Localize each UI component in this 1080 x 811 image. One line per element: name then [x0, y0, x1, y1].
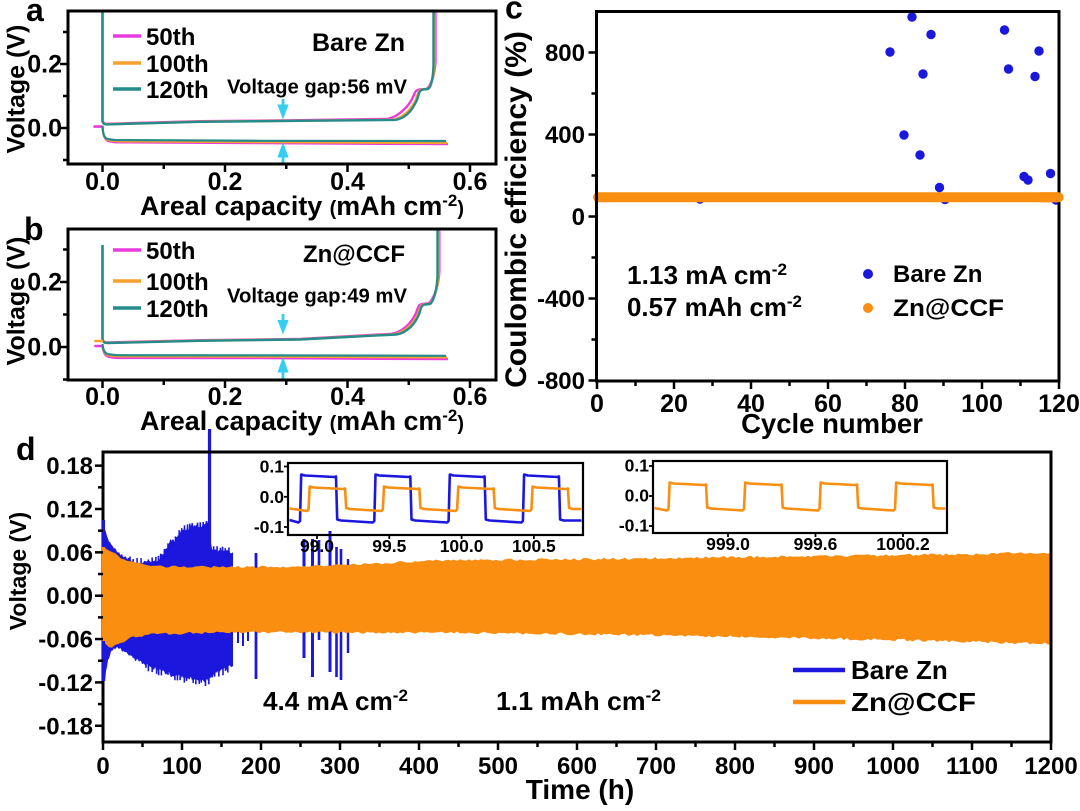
svg-text:120: 120: [1038, 390, 1080, 418]
svg-text:99.0: 99.0: [300, 536, 334, 556]
svg-text:100.5: 100.5: [512, 536, 556, 556]
svg-text:40: 40: [737, 390, 765, 418]
svg-text:1200: 1200: [1024, 753, 1077, 780]
svg-text:100th: 100th: [146, 269, 209, 296]
svg-text:Zn@CCF: Zn@CCF: [893, 295, 1004, 322]
svg-text:0.2: 0.2: [208, 168, 243, 196]
svg-text:100th: 100th: [146, 51, 209, 78]
svg-text:0.0: 0.0: [27, 334, 62, 362]
svg-text:0: 0: [572, 204, 585, 231]
svg-text:4.4 mA cm-2: 4.4 mA cm-2: [263, 686, 408, 716]
svg-text:0.6: 0.6: [453, 168, 488, 196]
svg-text:800: 800: [545, 40, 585, 67]
svg-text:0.4: 0.4: [330, 383, 365, 411]
svg-text:0.6: 0.6: [453, 383, 488, 411]
svg-text:400: 400: [545, 122, 585, 149]
svg-text:Areal capacity (mAh cm-2): Areal capacity (mAh cm-2): [140, 406, 464, 436]
svg-text:400: 400: [399, 753, 439, 780]
svg-text:-0.1: -0.1: [619, 516, 649, 536]
svg-text:a: a: [26, 0, 44, 28]
svg-text:Coulombic efficiency (%): Coulombic efficiency (%): [500, 31, 533, 388]
svg-text:-800: -800: [537, 368, 585, 395]
svg-text:0.12: 0.12: [46, 497, 93, 524]
svg-text:200: 200: [241, 753, 281, 780]
svg-text:600: 600: [557, 753, 597, 780]
svg-text:1.13 mA cm-2: 1.13 mA cm-2: [627, 260, 787, 290]
svg-text:0.06: 0.06: [46, 540, 93, 567]
svg-text:Time (h): Time (h): [526, 774, 634, 805]
svg-text:0.0: 0.0: [27, 115, 62, 143]
svg-text:Voltage (V): Voltage (V): [5, 512, 31, 630]
svg-text:0.1: 0.1: [625, 456, 650, 476]
svg-text:0.0: 0.0: [85, 168, 120, 196]
svg-text:-0.06: -0.06: [38, 627, 93, 654]
svg-text:300: 300: [320, 753, 360, 780]
svg-text:1000: 1000: [866, 753, 919, 780]
svg-text:60: 60: [814, 390, 842, 418]
svg-text:Bare Zn: Bare Zn: [312, 29, 405, 57]
svg-text:-0.18: -0.18: [38, 713, 93, 740]
svg-text:-0.12: -0.12: [38, 670, 93, 697]
svg-text:b: b: [24, 211, 44, 247]
svg-text:100: 100: [961, 390, 1003, 418]
svg-text:800: 800: [715, 753, 755, 780]
svg-text:1.1 mAh cm-2: 1.1 mAh cm -2: [496, 686, 661, 716]
svg-text:0.4: 0.4: [330, 168, 365, 196]
svg-text:0.00: 0.00: [46, 583, 93, 610]
svg-text:0: 0: [96, 753, 109, 780]
svg-text:700: 700: [636, 753, 676, 780]
svg-text:d: d: [16, 431, 36, 467]
svg-text:Cycle number: Cycle number: [741, 408, 923, 439]
svg-text:80: 80: [891, 390, 919, 418]
svg-text:999.6: 999.6: [794, 534, 838, 554]
svg-text:100.0: 100.0: [440, 536, 484, 556]
svg-text:Zn@CCF: Zn@CCF: [303, 241, 405, 268]
svg-text:0.0: 0.0: [85, 383, 120, 411]
svg-text:Voltage gap:49 mV: Voltage gap:49 mV: [227, 285, 407, 308]
svg-text:0.1: 0.1: [260, 457, 285, 477]
svg-text:1000.2: 1000.2: [876, 534, 930, 554]
svg-text:-0.1: -0.1: [254, 517, 284, 537]
svg-text:0.0: 0.0: [260, 487, 285, 507]
svg-text:120th: 120th: [146, 296, 209, 323]
svg-text:50th: 50th: [146, 238, 195, 265]
svg-text:0.2: 0.2: [27, 269, 62, 297]
svg-text:100: 100: [162, 753, 202, 780]
svg-text:99.5: 99.5: [372, 536, 406, 556]
svg-text:0: 0: [590, 390, 604, 418]
svg-text:c: c: [505, 0, 523, 26]
svg-text:-400: -400: [537, 286, 585, 313]
svg-text:20: 20: [660, 390, 688, 418]
svg-text:120th: 120th: [146, 77, 209, 104]
svg-text:0.2: 0.2: [27, 51, 62, 79]
svg-text:Bare Zn: Bare Zn: [851, 655, 948, 685]
svg-text:Bare Zn: Bare Zn: [893, 261, 982, 288]
svg-text:0.18: 0.18: [46, 453, 93, 480]
svg-text:Voltage (V): Voltage (V): [3, 25, 31, 154]
svg-text:Zn@CCF: Zn@CCF: [851, 687, 976, 717]
svg-text:900: 900: [794, 753, 834, 780]
svg-text:500: 500: [478, 753, 518, 780]
svg-text:999.0: 999.0: [706, 534, 750, 554]
svg-text:0.0: 0.0: [625, 486, 650, 506]
svg-text:Voltage (V): Voltage (V): [3, 237, 31, 366]
svg-text:Areal capacity (mAh cm-2): Areal capacity (mAh cm-2): [140, 191, 464, 221]
svg-text:0.57 mAh cm-2: 0.57 mAh cm-2: [627, 292, 802, 322]
svg-text:Voltage gap:56 mV: Voltage gap:56 mV: [227, 76, 407, 99]
svg-text:50th: 50th: [146, 24, 195, 51]
svg-text:1100: 1100: [946, 753, 998, 780]
svg-text:0.2: 0.2: [208, 383, 243, 411]
